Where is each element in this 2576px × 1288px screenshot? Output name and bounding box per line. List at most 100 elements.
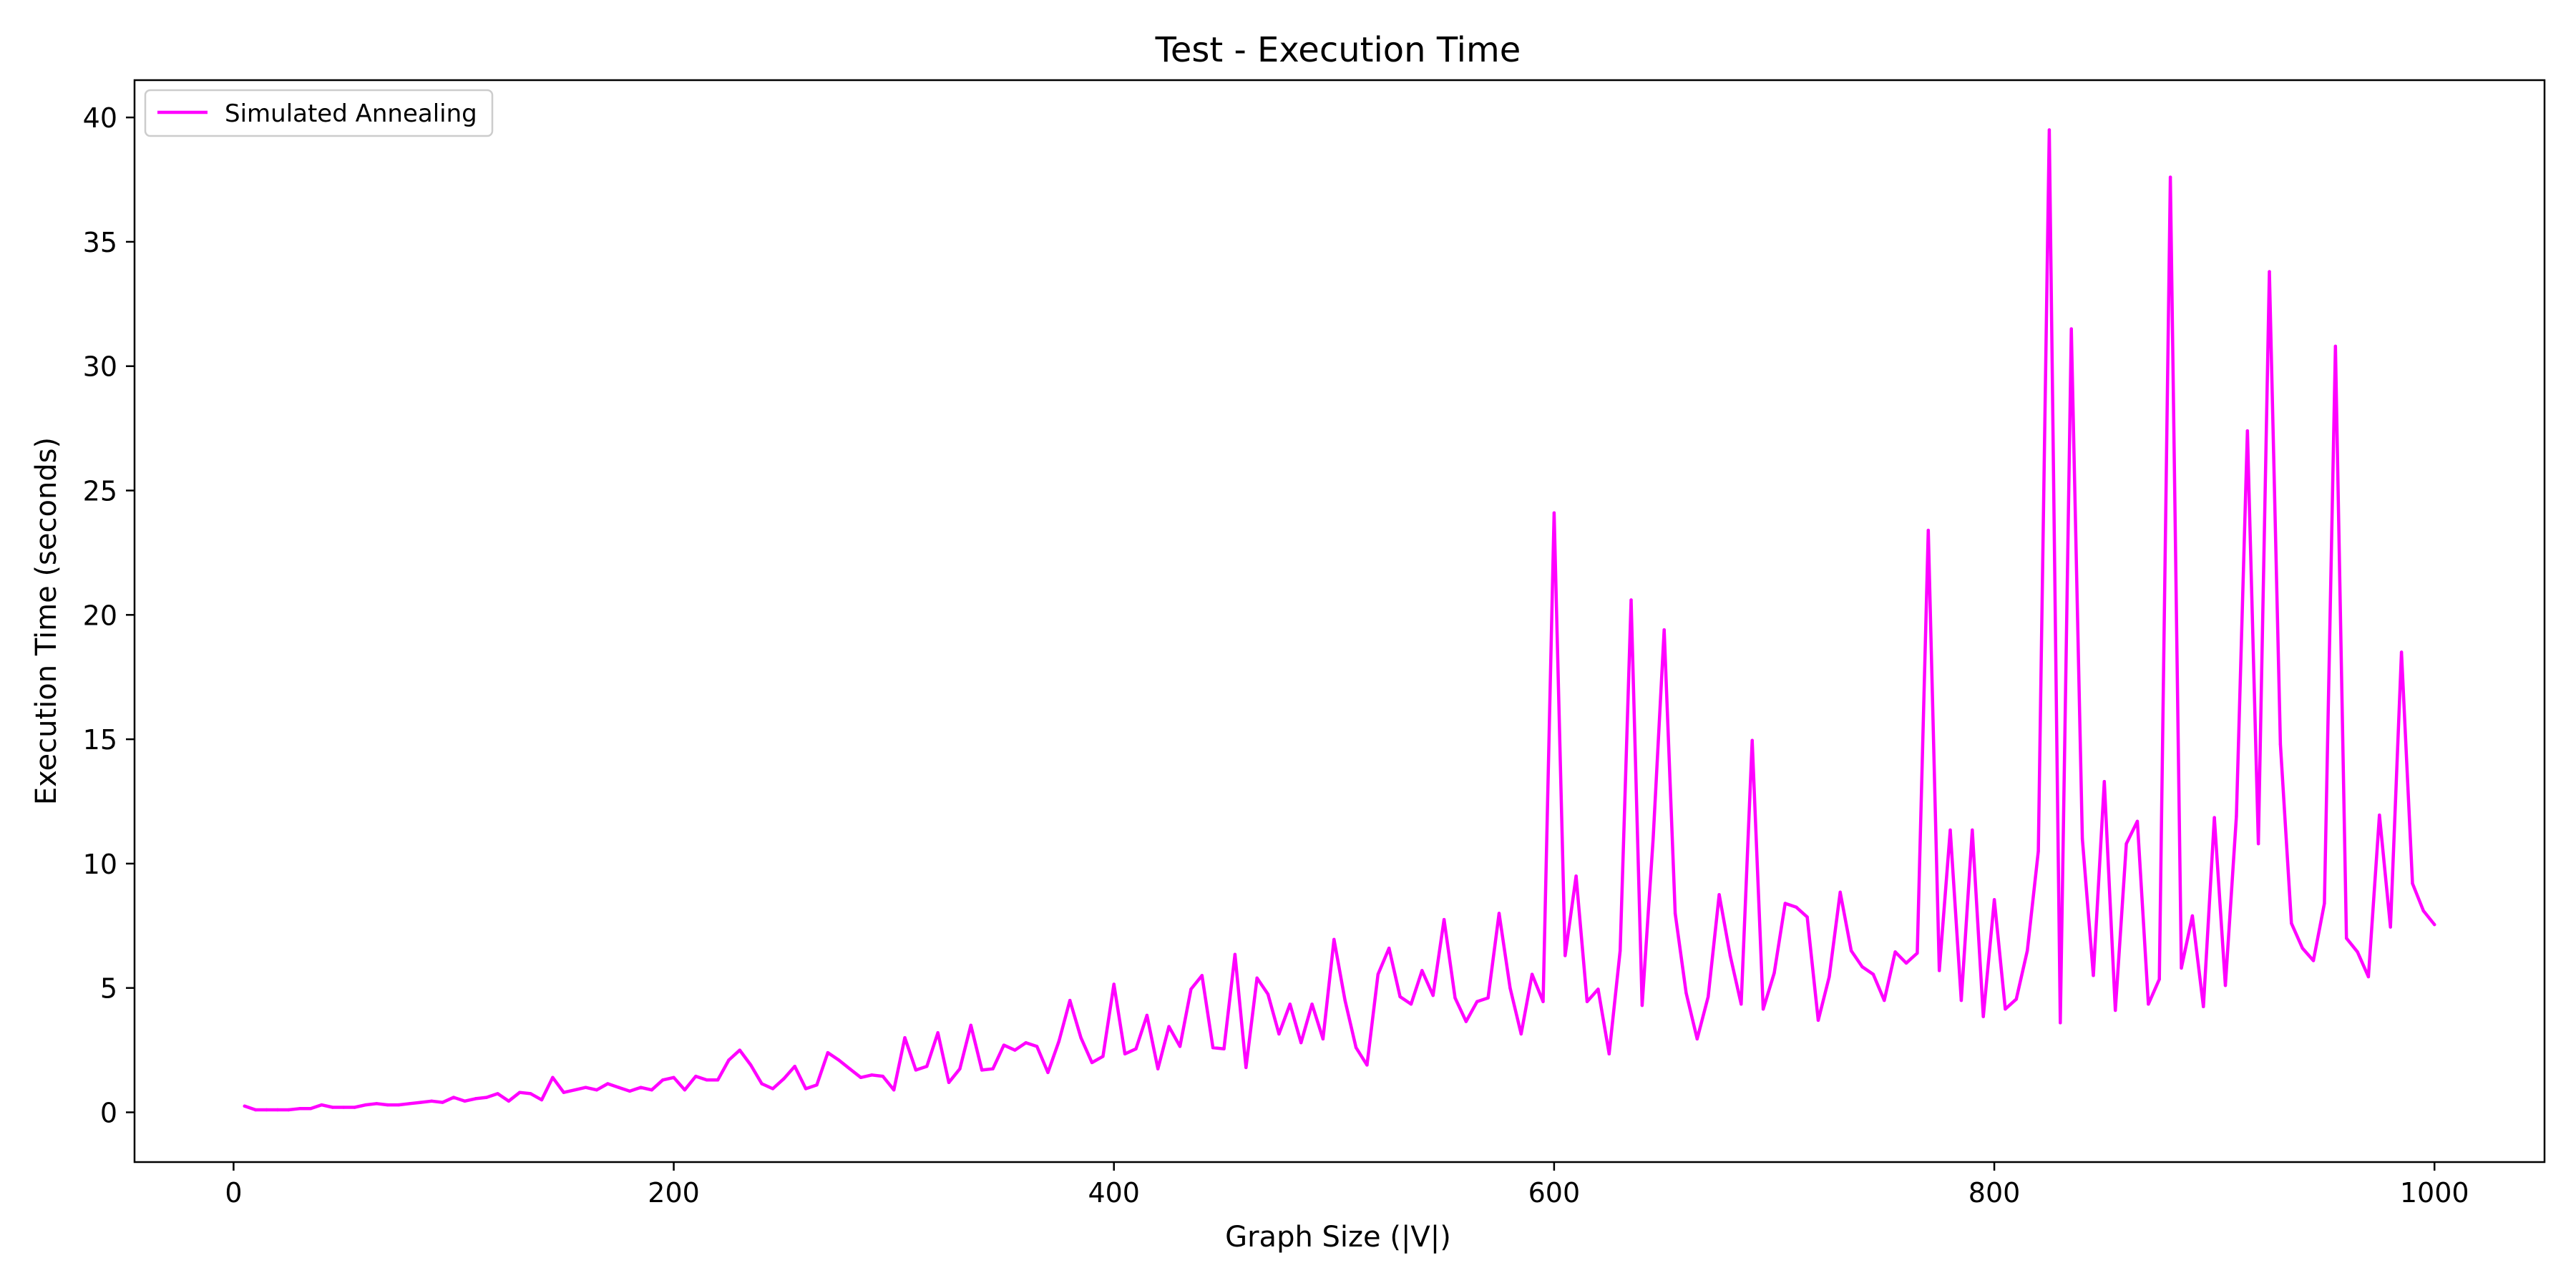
data-point xyxy=(694,1074,698,1078)
data-point xyxy=(1673,912,1677,915)
data-point xyxy=(1057,1040,1061,1043)
series-points xyxy=(243,128,2436,1112)
data-point xyxy=(1728,954,1732,957)
data-point xyxy=(1035,1045,1039,1048)
data-point xyxy=(1828,975,1831,979)
data-point xyxy=(364,1103,368,1107)
data-point xyxy=(496,1092,499,1096)
data-point xyxy=(1541,1000,1545,1004)
y-tick-label: 40 xyxy=(83,102,117,134)
data-point xyxy=(1838,890,1842,894)
data-point xyxy=(672,1075,675,1080)
data-point xyxy=(1574,874,1578,878)
data-point xyxy=(914,1068,918,1072)
data-point xyxy=(2366,975,2371,979)
data-point xyxy=(2378,813,2381,817)
data-point xyxy=(617,1085,620,1089)
data-point xyxy=(650,1088,654,1092)
data-point xyxy=(1321,1037,1325,1041)
y-tick-label: 30 xyxy=(83,351,117,383)
series-line-simulated-annealing xyxy=(243,128,2436,1112)
data-point xyxy=(2168,175,2172,179)
plot-frame xyxy=(133,79,2546,1163)
data-point xyxy=(595,1088,599,1092)
data-point xyxy=(947,1080,951,1084)
data-point xyxy=(903,1036,907,1040)
data-point xyxy=(1266,992,1270,996)
chart-title: Test - Execution Time xyxy=(1155,30,1521,70)
data-point xyxy=(1971,828,1974,832)
data-point xyxy=(683,1088,687,1092)
data-point xyxy=(1486,996,1490,1000)
data-point xyxy=(1134,1047,1138,1051)
data-point xyxy=(1981,1015,1985,1018)
data-point xyxy=(848,1067,852,1070)
data-point xyxy=(1090,1060,1094,1065)
data-point xyxy=(1233,952,1237,956)
x-axis-label: Graph Size (|V|) xyxy=(1225,1221,1451,1254)
data-point xyxy=(2157,977,2161,981)
data-point xyxy=(287,1108,291,1112)
data-point xyxy=(958,1067,962,1070)
data-point xyxy=(1024,1040,1028,1045)
data-point xyxy=(2036,849,2040,853)
data-point xyxy=(1662,628,1666,632)
data-point xyxy=(430,1099,434,1103)
data-point xyxy=(1948,828,1952,832)
data-point xyxy=(1959,998,1963,1002)
data-point xyxy=(1497,912,1501,915)
y-tick-label: 20 xyxy=(83,600,117,631)
data-point xyxy=(2069,327,2073,331)
data-point xyxy=(463,1099,467,1103)
data-point xyxy=(419,1101,423,1104)
data-point xyxy=(1200,974,1204,977)
data-point xyxy=(562,1091,565,1094)
data-point xyxy=(1530,972,1534,976)
data-point xyxy=(2025,949,2029,952)
data-point xyxy=(1596,987,1600,991)
data-point xyxy=(1178,1045,1182,1048)
data-point xyxy=(1002,1043,1006,1047)
data-point xyxy=(705,1078,708,1082)
data-point xyxy=(320,1103,323,1107)
legend-label: Simulated Annealing xyxy=(225,99,477,128)
data-point xyxy=(2344,936,2348,940)
data-point xyxy=(793,1064,796,1068)
y-axis-ticks: 0 5 10 15 20 25 30 35 40 xyxy=(83,102,135,1128)
data-point xyxy=(584,1085,587,1089)
data-point xyxy=(2356,950,2359,954)
data-point xyxy=(1475,1000,1479,1004)
data-point xyxy=(727,1058,731,1062)
data-point xyxy=(2202,1005,2205,1008)
data-point xyxy=(2433,922,2436,927)
data-point xyxy=(2004,1008,2007,1011)
data-point xyxy=(529,1092,532,1096)
data-point xyxy=(1079,1036,1083,1040)
data-point xyxy=(1805,915,1809,919)
data-point xyxy=(298,1107,301,1111)
data-point xyxy=(1552,511,1556,514)
data-point xyxy=(2411,882,2414,885)
data-point xyxy=(936,1031,940,1035)
data-point xyxy=(1277,1032,1281,1036)
data-point xyxy=(243,1104,246,1108)
data-point xyxy=(782,1077,786,1080)
data-point xyxy=(2311,959,2316,962)
y-axis-label: Execution Time (seconds) xyxy=(30,437,63,805)
data-point xyxy=(331,1106,335,1109)
data-point xyxy=(628,1089,632,1093)
data-point xyxy=(925,1064,929,1068)
data-point xyxy=(1189,987,1193,991)
data-point xyxy=(1883,998,1886,1002)
data-point xyxy=(572,1088,577,1092)
data-point xyxy=(1431,993,1435,997)
x-tick-label: 600 xyxy=(1528,1177,1581,1209)
data-point xyxy=(2080,836,2084,841)
data-point xyxy=(1101,1055,1105,1058)
data-point xyxy=(1629,598,1633,602)
data-point xyxy=(749,1063,753,1067)
data-point xyxy=(1706,995,1710,999)
data-point xyxy=(1464,1020,1468,1023)
data-point xyxy=(2290,922,2293,925)
